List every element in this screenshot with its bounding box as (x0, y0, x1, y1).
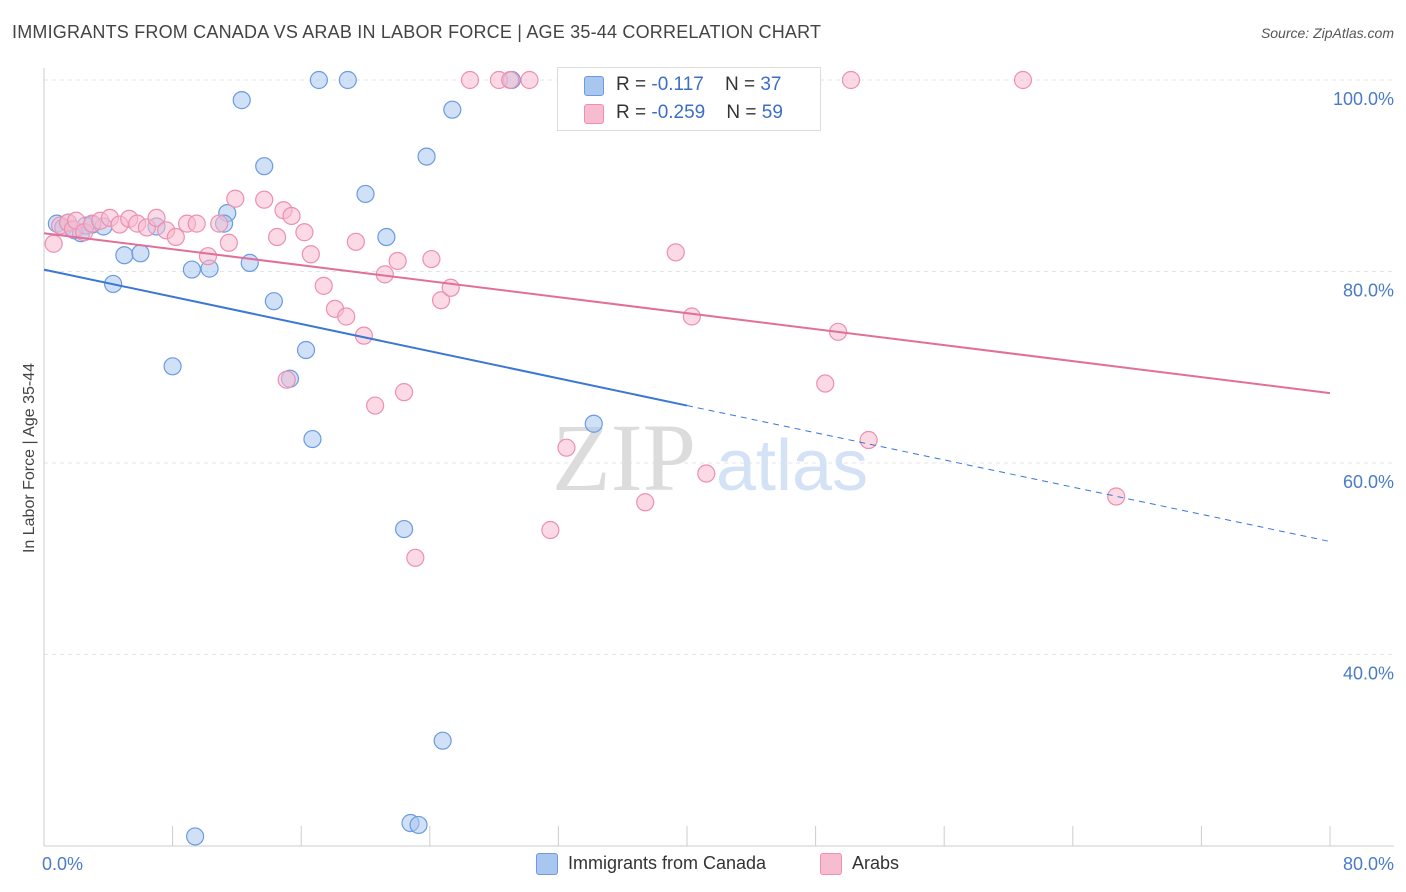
data-point (697, 464, 716, 483)
legend-swatch-blue (584, 76, 604, 96)
data-point (584, 414, 603, 433)
data-point (301, 245, 320, 264)
n-value: 59 (761, 102, 783, 123)
axes (43, 68, 1394, 847)
watermark-zip: ZIP (552, 404, 696, 511)
trend-line-arabs (43, 232, 1331, 395)
data-point (232, 91, 251, 110)
data-point (255, 190, 274, 209)
series-immigrants-from-canada (47, 70, 603, 846)
data-point (636, 493, 655, 512)
y-tick-label: 40.0% (1343, 664, 1394, 684)
legend-swatch-blue (536, 853, 558, 875)
y-tick-label: 60.0% (1343, 472, 1394, 492)
data-point (422, 249, 441, 269)
watermark-atlas: atlas (716, 426, 868, 506)
trend-line-immigrants-from-canada (43, 268, 688, 407)
chart-title: IMMIGRANTS FROM CANADA VS ARAB IN LABOR … (12, 22, 822, 42)
data-point (346, 232, 365, 251)
data-point (44, 234, 63, 253)
data-point (147, 208, 166, 227)
data-point (841, 70, 861, 90)
data-point (431, 291, 451, 310)
n-label: N = (726, 102, 762, 123)
x-tick-label: 80.0% (1343, 854, 1394, 874)
data-point (501, 70, 520, 90)
x-tick-label: 0.0% (42, 854, 83, 874)
data-point (210, 214, 229, 233)
data-point (406, 548, 425, 567)
data-point (433, 731, 452, 750)
data-point (163, 357, 182, 376)
legend-swatch-pink (584, 104, 604, 124)
data-point (816, 374, 835, 393)
r-value: -0.259 (651, 102, 706, 123)
series-legend: Immigrants from Canada Arabs (0, 852, 1406, 878)
data-point (666, 243, 685, 262)
data-point (295, 223, 314, 242)
data-point (226, 189, 245, 208)
r-value: -0.117 (651, 74, 704, 95)
data-point (282, 206, 301, 226)
data-point (277, 370, 296, 389)
data-point (520, 70, 539, 90)
data-point (859, 430, 878, 450)
data-point (356, 184, 375, 204)
data-point (460, 70, 480, 90)
data-point (1107, 487, 1126, 506)
data-point (267, 227, 287, 247)
watermark: ZIP atlas (552, 404, 868, 511)
data-point (314, 276, 333, 295)
legend-text: R = -0.259 N = 59 (616, 102, 783, 124)
data-point (682, 307, 701, 326)
stats-legend: R = -0.117 N = 37 R = -0.259 N = 59 (557, 67, 821, 131)
legend-label: Immigrants from Canada (568, 853, 767, 873)
grid-lines (44, 79, 1394, 655)
y-axis-label: In Labor Force | Age 35-44 (21, 363, 38, 553)
data-point (443, 100, 462, 119)
data-point (338, 70, 357, 90)
n-value: 37 (760, 74, 782, 95)
legend-swatch-pink (820, 853, 842, 875)
data-point (337, 307, 356, 326)
r-label: R = (616, 102, 652, 123)
r-label: R = (616, 74, 652, 95)
data-point (240, 253, 259, 272)
data-point (409, 815, 428, 835)
data-point (541, 520, 560, 540)
source-credit: Source: ZipAtlas.com (1260, 25, 1394, 41)
data-point (186, 827, 205, 846)
data-point (394, 383, 414, 402)
data-point (296, 340, 316, 360)
legend-label: Arabs (852, 853, 900, 873)
data-point (198, 247, 218, 266)
data-point (557, 438, 576, 457)
data-point (115, 246, 134, 265)
data-point (303, 429, 322, 449)
data-point (131, 244, 150, 263)
data-point (377, 227, 396, 247)
n-label: N = (724, 74, 761, 95)
data-point (366, 396, 385, 415)
data-point (388, 251, 407, 271)
y-tick-label: 80.0% (1343, 281, 1394, 301)
data-point (182, 260, 201, 279)
data-point (417, 147, 436, 166)
data-point (187, 214, 206, 233)
data-point (441, 278, 460, 297)
data-point (1013, 70, 1033, 90)
series-arabs (44, 70, 1126, 567)
y-tick-label: 100.0% (1333, 89, 1394, 109)
legend-text: R = -0.117 N = 37 (616, 74, 781, 96)
data-point (166, 227, 185, 247)
data-point (394, 519, 414, 539)
data-point (255, 157, 274, 176)
tick-labels: 40.0% 60.0% 80.0% 100.0% 0.0% 80.0% (42, 89, 1394, 874)
data-point (219, 233, 238, 252)
data-point (264, 292, 283, 311)
trend-lines (43, 232, 1331, 543)
data-point (309, 70, 328, 90)
